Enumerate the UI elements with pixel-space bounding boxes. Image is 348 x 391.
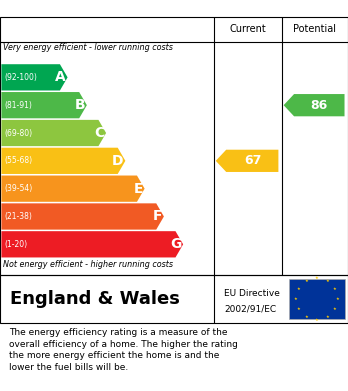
Text: ★: ★ — [325, 315, 329, 319]
Text: ★: ★ — [333, 307, 337, 312]
Text: ★: ★ — [297, 307, 300, 312]
Text: ★: ★ — [333, 287, 337, 291]
Polygon shape — [1, 148, 125, 174]
Text: Energy Efficiency Rating: Energy Efficiency Rating — [63, 7, 285, 22]
Text: ★: ★ — [325, 279, 329, 283]
Text: ★: ★ — [315, 318, 318, 322]
Polygon shape — [1, 64, 68, 90]
Text: A: A — [55, 70, 66, 84]
Text: EU Directive: EU Directive — [224, 289, 280, 298]
Text: (69-80): (69-80) — [4, 129, 32, 138]
Text: ★: ★ — [297, 287, 300, 291]
Text: (92-100): (92-100) — [4, 73, 37, 82]
Text: (21-38): (21-38) — [4, 212, 32, 221]
Text: (1-20): (1-20) — [4, 240, 27, 249]
Polygon shape — [1, 92, 87, 118]
Text: ★: ★ — [315, 276, 318, 280]
Polygon shape — [1, 176, 145, 202]
Text: 2002/91/EC: 2002/91/EC — [224, 304, 277, 313]
Text: (39-54): (39-54) — [4, 184, 32, 193]
Text: The energy efficiency rating is a measure of the
overall efficiency of a home. T: The energy efficiency rating is a measur… — [9, 328, 238, 372]
Text: ★: ★ — [294, 297, 298, 301]
Text: E: E — [133, 182, 143, 196]
Bar — [289, 279, 345, 319]
Polygon shape — [216, 150, 278, 172]
Polygon shape — [284, 94, 345, 116]
Text: B: B — [74, 98, 85, 112]
Text: Potential: Potential — [293, 24, 337, 34]
Text: (81-91): (81-91) — [4, 100, 32, 110]
Text: F: F — [153, 210, 162, 224]
Text: D: D — [112, 154, 124, 168]
Text: Very energy efficient - lower running costs: Very energy efficient - lower running co… — [3, 43, 173, 52]
Text: 86: 86 — [310, 99, 327, 112]
Text: Current: Current — [230, 24, 266, 34]
Text: 67: 67 — [245, 154, 262, 167]
Polygon shape — [1, 120, 106, 146]
Text: ★: ★ — [304, 315, 308, 319]
Polygon shape — [1, 203, 164, 230]
Text: C: C — [94, 126, 104, 140]
Polygon shape — [1, 231, 183, 257]
Text: ★: ★ — [304, 279, 308, 283]
Text: England & Wales: England & Wales — [10, 290, 180, 308]
Text: ★: ★ — [336, 297, 339, 301]
Text: G: G — [170, 237, 181, 251]
Text: (55-68): (55-68) — [4, 156, 32, 165]
Text: Not energy efficient - higher running costs: Not energy efficient - higher running co… — [3, 260, 173, 269]
